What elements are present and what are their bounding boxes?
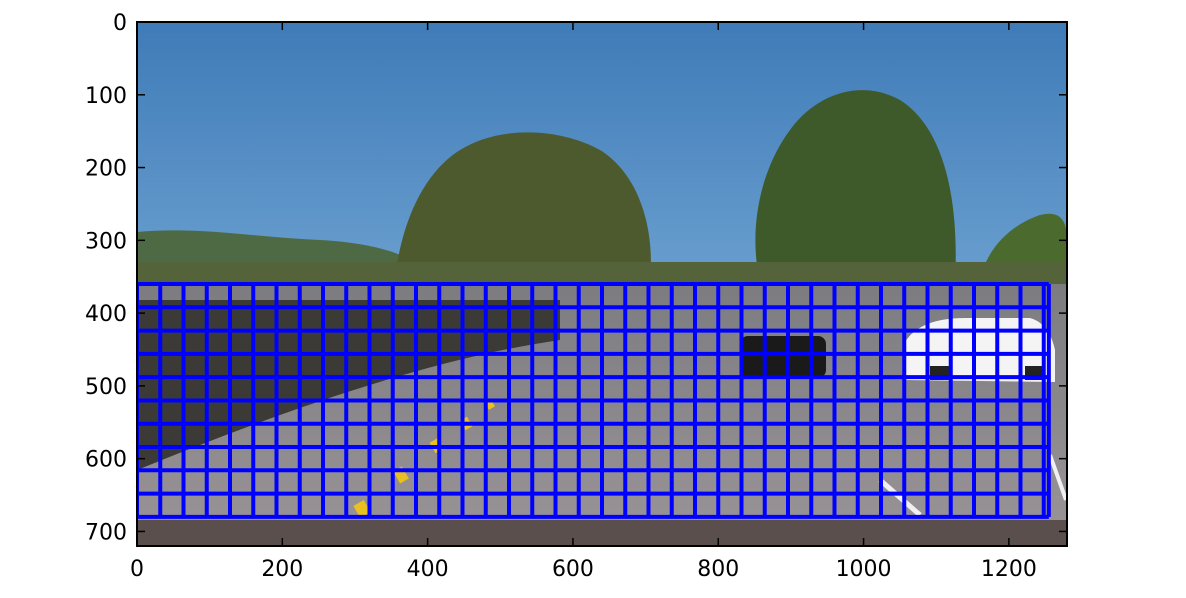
search-window-grid [137, 282, 1051, 519]
y-tick-label: 0 [113, 11, 127, 36]
y-tick-label: 600 [85, 448, 127, 473]
tree-left [395, 132, 651, 282]
y-tick-label: 400 [85, 302, 127, 327]
x-axis: 0 200 400 600 800 1000 1200 [130, 22, 1037, 582]
y-tick-label: 300 [85, 229, 127, 254]
x-tick-label: 800 [697, 557, 739, 582]
y-tick-label: 700 [85, 520, 127, 545]
y-axis: 0 100 200 300 400 500 600 700 [85, 11, 1067, 545]
x-tick-label: 1200 [981, 557, 1037, 582]
x-tick-label: 600 [552, 557, 594, 582]
x-tick-label: 400 [407, 557, 449, 582]
y-tick-label: 100 [85, 84, 127, 109]
road-bottom [137, 520, 1067, 546]
y-tick-label: 500 [85, 375, 127, 400]
shoulder [137, 300, 560, 470]
car-black [740, 336, 826, 378]
x-tick-label: 0 [130, 557, 144, 582]
tree-right [755, 90, 956, 282]
x-tick-label: 200 [261, 557, 303, 582]
x-tick-label: 1000 [836, 557, 892, 582]
y-tick-label: 200 [85, 157, 127, 182]
plot-frame [136, 21, 1068, 547]
